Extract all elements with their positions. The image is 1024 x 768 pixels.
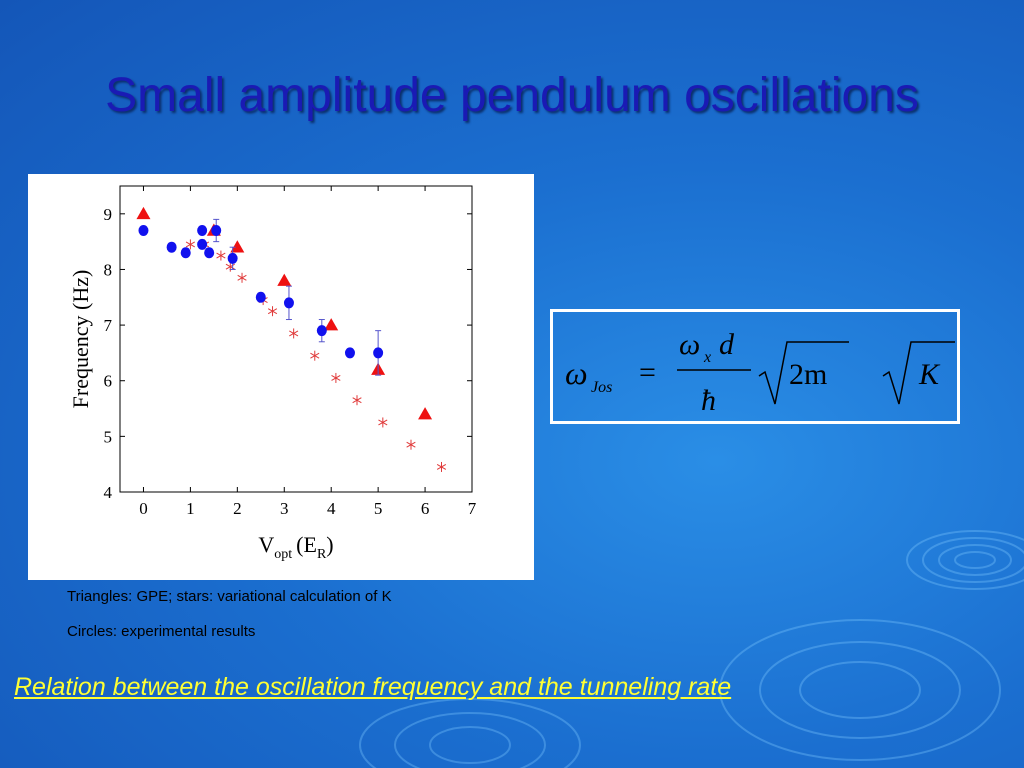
x-tick-label: 7 bbox=[468, 499, 477, 518]
josephson-formula-box: ω Jos = ω x d ħ 2m K bbox=[550, 309, 960, 424]
formula-equals: = bbox=[639, 356, 656, 389]
y-tick-label: 7 bbox=[104, 316, 113, 335]
x-tick-label: 0 bbox=[139, 499, 148, 518]
star-point bbox=[331, 372, 341, 383]
circle-point bbox=[344, 347, 355, 359]
x-tick-label: 6 bbox=[421, 499, 430, 518]
y-axis-label: Frequency (Hz) bbox=[68, 270, 93, 409]
slide-title: Small amplitude pendulum oscillations bbox=[105, 69, 919, 122]
x-tick-label: 1 bbox=[186, 499, 195, 518]
formula-sqrt-sign-1 bbox=[758, 341, 849, 405]
x-tick-label: 4 bbox=[327, 499, 336, 518]
circle-point bbox=[211, 225, 222, 237]
frequency-vs-vopt-chart: 0 1 2 3 4 5 6 7 4 5 6 7 8 9 Frequency (Hz) Vopt (ER) bbox=[68, 185, 477, 562]
x-axis-label-main: V bbox=[258, 532, 274, 557]
formula-denominator: ħ bbox=[701, 384, 716, 417]
y-tick-label: 6 bbox=[104, 372, 113, 391]
x-axis-label-close: ) bbox=[326, 532, 333, 557]
x-tick-label: 5 bbox=[374, 499, 383, 518]
plot-frame bbox=[119, 185, 473, 493]
triangle-point bbox=[277, 273, 292, 286]
circle-point bbox=[197, 238, 208, 250]
formula-omega: ω bbox=[565, 355, 588, 391]
circle-point bbox=[283, 297, 294, 309]
circle-point bbox=[227, 252, 238, 264]
circle-point bbox=[204, 247, 215, 259]
formula-num-sub-x: x bbox=[703, 349, 711, 366]
circle-point bbox=[138, 225, 149, 237]
circle-point bbox=[166, 241, 177, 253]
x-tick-label: 2 bbox=[233, 499, 242, 518]
formula-num-d: d bbox=[719, 328, 735, 361]
triangle-point bbox=[230, 240, 245, 253]
triangle-point bbox=[324, 318, 339, 331]
star-point bbox=[352, 395, 362, 406]
y-tick-label: 5 bbox=[104, 427, 113, 446]
x-axis-label-open: (E bbox=[296, 532, 317, 557]
circle-point bbox=[316, 325, 327, 337]
x-axis-label: Vopt (ER) bbox=[258, 532, 333, 562]
caption-circles: Circles: experimental results bbox=[67, 623, 256, 640]
y-tick-label: 4 bbox=[104, 483, 113, 502]
star-point bbox=[216, 250, 226, 261]
circle-point bbox=[255, 291, 266, 303]
formula-radicand-2: K bbox=[918, 358, 941, 391]
star-point bbox=[225, 261, 235, 272]
x-axis-label-sub2: R bbox=[317, 547, 327, 562]
star-point bbox=[185, 239, 195, 250]
x-axis-label-sub: opt bbox=[274, 547, 292, 562]
star-point bbox=[406, 439, 416, 450]
star-point bbox=[310, 350, 320, 361]
circle-point bbox=[197, 225, 208, 237]
triangle-point bbox=[418, 407, 433, 420]
star-point bbox=[267, 306, 278, 317]
relation-statement: Relation between the oscillation frequen… bbox=[14, 673, 732, 701]
chart-panel: 0 1 2 3 4 5 6 7 4 5 6 7 8 9 Frequency (Hz) Vopt (ER) bbox=[28, 174, 534, 580]
formula-num-omega: ω bbox=[679, 328, 700, 361]
y-tick-label: 8 bbox=[104, 260, 113, 279]
star-point bbox=[289, 328, 299, 339]
star-point bbox=[378, 417, 388, 428]
circle-point bbox=[180, 247, 191, 259]
x-tick-label: 3 bbox=[280, 499, 289, 518]
josephson-formula: ω Jos = ω x d ħ 2m K bbox=[565, 328, 955, 417]
circle-point bbox=[373, 347, 384, 359]
formula-sub-jos: Jos bbox=[591, 379, 612, 396]
triangle-point bbox=[136, 206, 151, 220]
formula-sqrt-sign-2 bbox=[882, 341, 955, 405]
caption-markers: Triangles: GPE; stars: variational calcu… bbox=[67, 588, 392, 605]
formula-radicand-1: 2m bbox=[789, 358, 827, 391]
star-point bbox=[237, 272, 247, 283]
y-tick-label: 9 bbox=[104, 205, 113, 224]
star-point bbox=[436, 461, 447, 472]
